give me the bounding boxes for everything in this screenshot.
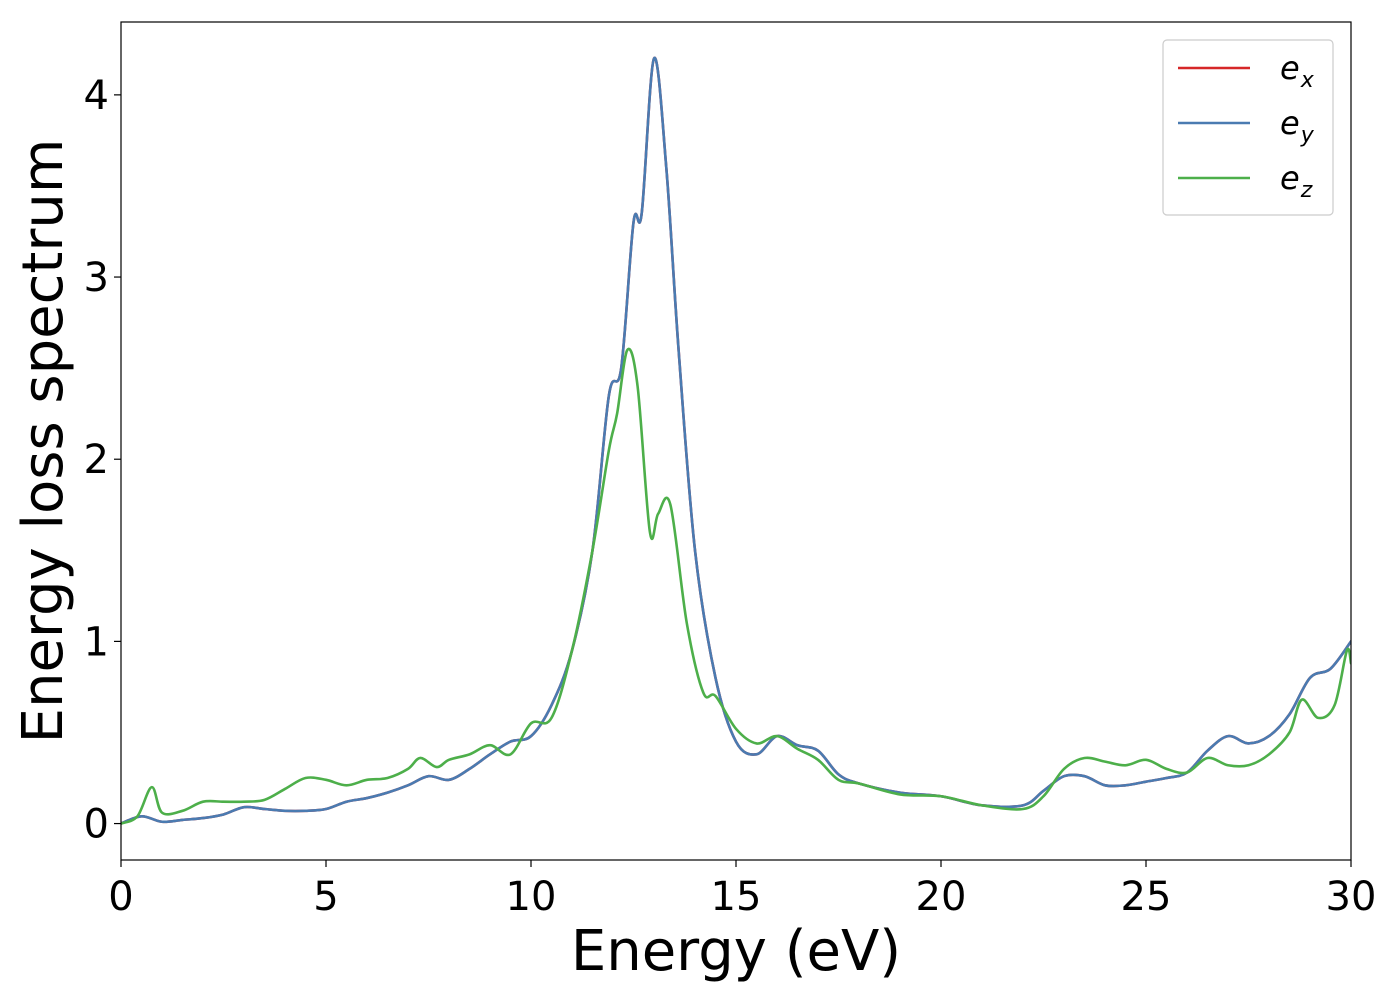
series-layer [121,56,1351,825]
y-axis-title: Energy loss spectrum [11,139,76,744]
y-tick-label: 1 [84,619,109,665]
plot-background [121,22,1351,860]
y-tick-label: 2 [84,437,109,483]
x-tick-label: 0 [108,874,133,920]
x-tick-label: 30 [1326,874,1377,920]
legend-subscript: z [1300,178,1313,203]
legend-box [1162,39,1334,216]
x-tick-label: 20 [916,874,967,920]
legend-subscript: x [1300,68,1315,93]
y-tick-label: 4 [84,73,109,119]
legend-subscript: y [1300,123,1315,148]
y-tick-label: 3 [84,255,109,301]
x-axis-title: Energy (eV) [571,919,901,984]
x-axis: 0 5 10 15 20 25 30 [108,860,1376,920]
x-tick-label: 25 [1121,874,1172,920]
x-tick-label: 10 [506,874,557,920]
y-tick-label: 0 [84,802,109,848]
x-tick-label: 15 [711,874,762,920]
series-line-z [121,347,1351,825]
series-line-y [121,56,1351,825]
y-axis: 0 1 2 3 4 [84,73,121,848]
x-tick-label: 5 [313,874,338,920]
